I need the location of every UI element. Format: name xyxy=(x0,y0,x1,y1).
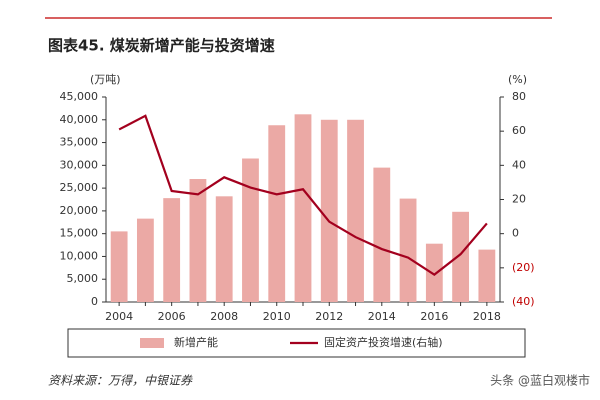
y-tick-label: 0 xyxy=(91,295,98,308)
bar xyxy=(268,125,286,302)
bar xyxy=(478,249,496,302)
y-tick-label: 25,000 xyxy=(60,181,99,194)
y2-tick-label: 60 xyxy=(512,124,526,137)
y-tick-label: 20,000 xyxy=(60,204,99,217)
y-tick-label: 45,000 xyxy=(60,90,99,103)
bar xyxy=(347,119,364,303)
y2-unit: (%) xyxy=(508,73,527,86)
legend-swatch xyxy=(140,338,164,348)
bar xyxy=(242,158,259,302)
y2-tick-label: 0 xyxy=(512,227,519,240)
bar xyxy=(373,167,391,302)
y-tick-label: 30,000 xyxy=(60,158,99,171)
y-unit: (万吨) xyxy=(90,73,121,86)
x-tick-label: 2014 xyxy=(368,310,396,323)
bar xyxy=(163,198,181,302)
bar xyxy=(320,119,338,303)
x-tick-label: 2006 xyxy=(158,310,186,323)
legend-label: 固定资产投资增速(右轴) xyxy=(324,335,443,349)
x-tick-label: 2016 xyxy=(420,310,448,323)
x-tick-label: 2004 xyxy=(105,310,133,323)
bar xyxy=(110,231,128,302)
x-tick-label: 2010 xyxy=(263,310,291,323)
bar xyxy=(215,196,233,302)
bar xyxy=(189,179,207,302)
bar xyxy=(136,218,154,302)
x-tick-label: 2008 xyxy=(210,310,238,323)
y-tick-label: 10,000 xyxy=(60,249,99,262)
bar xyxy=(452,211,470,302)
bar xyxy=(399,198,417,302)
y2-tick-label: 80 xyxy=(512,90,526,103)
watermark: 头条 @蓝白观楼市 xyxy=(490,373,590,388)
x-tick-label: 2018 xyxy=(473,310,501,323)
line xyxy=(118,114,488,277)
y2-tick-label: (40) xyxy=(512,295,535,308)
y-tick-label: 35,000 xyxy=(60,136,99,149)
y-tick-label: 5,000 xyxy=(67,272,99,285)
legend-box xyxy=(67,328,526,358)
chart-title: 图表45. 煤炭新增产能与投资增速 xyxy=(48,37,275,55)
y-tick-label: 15,000 xyxy=(60,227,99,240)
bar xyxy=(425,243,443,302)
x-tick-label: 2012 xyxy=(315,310,343,323)
y2-tick-label: (20) xyxy=(512,261,535,274)
y2-tick-label: 40 xyxy=(512,158,526,171)
legend-label: 新增产能 xyxy=(174,335,218,349)
y-tick-label: 40,000 xyxy=(60,113,99,126)
bar xyxy=(294,114,312,302)
y2-tick-label: 20 xyxy=(512,193,526,206)
source: 资料来源：万得，中银证券 xyxy=(48,374,193,388)
